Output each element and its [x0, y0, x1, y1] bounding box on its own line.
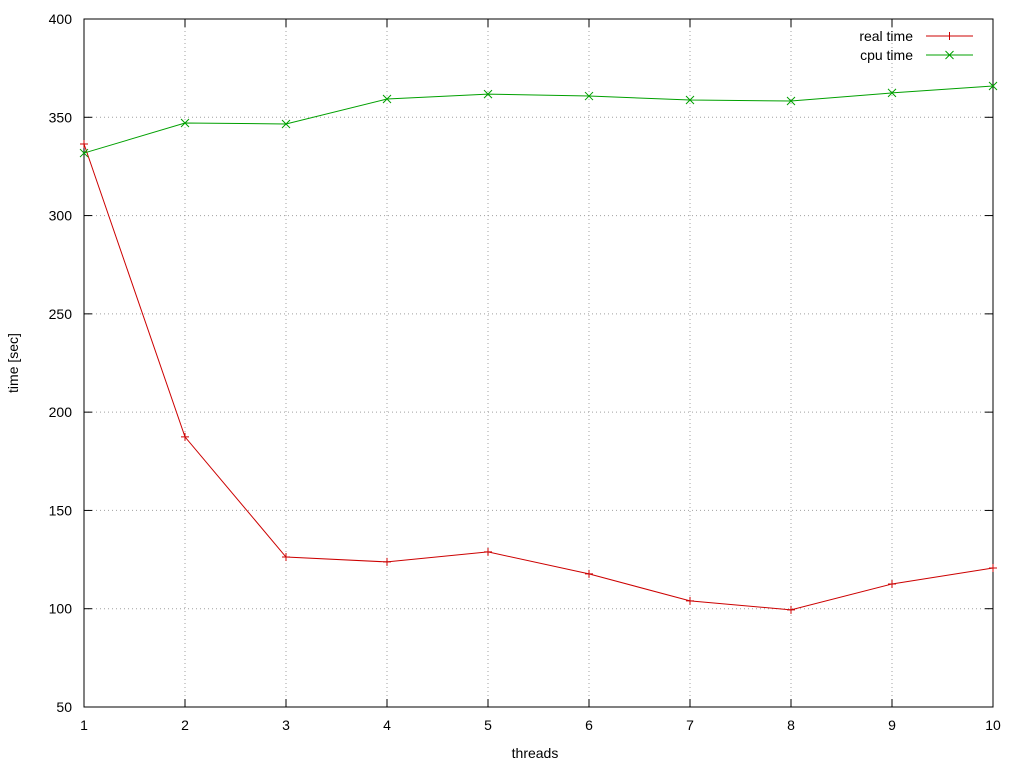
marker	[786, 96, 796, 106]
y-tick-label: 100	[49, 601, 73, 617]
marker	[483, 89, 493, 99]
marker	[887, 88, 897, 98]
y-tick-label: 200	[49, 404, 73, 420]
marker	[80, 140, 88, 149]
legend-label: cpu time	[860, 47, 913, 63]
y-tick-label: 150	[49, 502, 73, 518]
marker	[383, 557, 391, 566]
marker	[484, 547, 492, 556]
x-tick-label: 2	[181, 717, 189, 733]
marker	[585, 569, 593, 578]
y-tick-label: 250	[49, 306, 73, 322]
plot-frame	[83, 18, 994, 708]
x-tick-label: 4	[383, 717, 391, 733]
y-tick-label: 350	[49, 109, 73, 125]
x-tick-label: 1	[80, 717, 88, 733]
x-tick-label: 7	[686, 717, 694, 733]
x-tick-label: 10	[985, 717, 1001, 733]
marker	[945, 50, 954, 60]
marker	[181, 432, 189, 441]
marker	[79, 148, 89, 158]
marker	[282, 553, 290, 562]
y-tick-label: 300	[49, 208, 73, 224]
marker	[945, 32, 954, 40]
marker	[686, 596, 694, 605]
x-tick-label: 3	[282, 717, 290, 733]
y-tick-label: 50	[56, 699, 72, 715]
x-tick-label: 9	[888, 717, 896, 733]
x-tick-label: 8	[787, 717, 795, 733]
legend-label: real time	[859, 28, 913, 44]
marker	[281, 119, 291, 129]
marker	[989, 564, 997, 573]
marker	[888, 579, 896, 588]
x-tick-label: 6	[585, 717, 593, 733]
marker	[685, 95, 695, 105]
x-tick-label: 5	[484, 717, 492, 733]
marker	[787, 605, 795, 614]
y-tick-label: 400	[49, 11, 73, 27]
series-line	[83, 143, 994, 611]
marker	[382, 94, 392, 104]
marker	[988, 81, 998, 91]
marker	[584, 91, 594, 101]
x-axis-label: threads	[512, 745, 559, 761]
marker	[180, 118, 190, 128]
series-line	[83, 85, 994, 154]
y-axis-label: time [sec]	[5, 333, 21, 393]
